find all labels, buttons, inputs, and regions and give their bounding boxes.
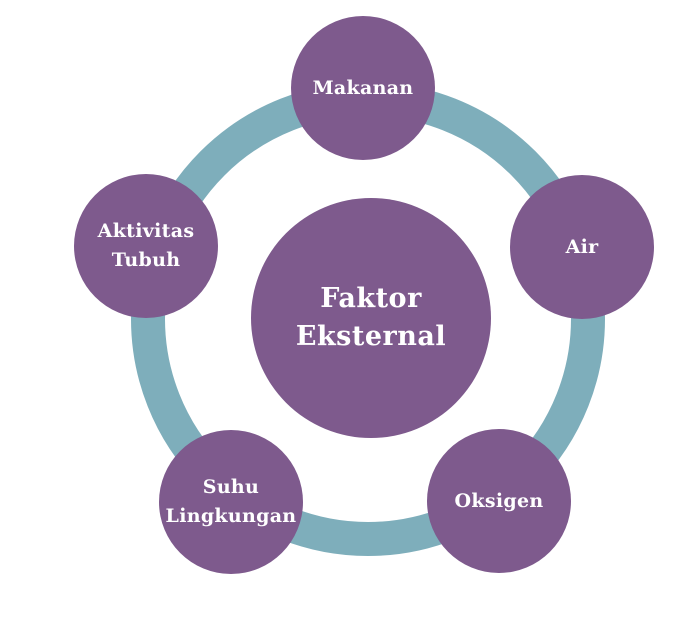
node-air: Air	[510, 175, 654, 319]
node-aktivitas-label-line2: Tubuh	[111, 249, 181, 271]
node-makanan: Makanan	[291, 16, 435, 160]
node-oksigen-label: Oksigen	[454, 489, 544, 512]
center-label-line1: Faktor	[320, 283, 422, 314]
node-aktivitas-tubuh: Aktivitas Tubuh	[74, 174, 218, 318]
center-label: Faktor Eksternal	[296, 280, 446, 356]
center-label-line2: Eksternal	[295, 321, 447, 352]
node-aktivitas-label: Aktivitas Tubuh	[98, 217, 195, 275]
node-aktivitas-label-line1: Aktivitas	[97, 220, 195, 242]
node-air-label: Air	[565, 235, 599, 258]
node-oksigen: Oksigen	[427, 429, 571, 573]
node-suhu-label-line1: Suhu	[202, 476, 260, 498]
node-suhu-lingkungan: Suhu Lingkungan	[159, 430, 303, 574]
center-circle-faktor-eksternal: Faktor Eksternal	[251, 198, 491, 438]
node-makanan-label: Makanan	[312, 76, 414, 99]
node-suhu-label-line2: Lingkungan	[165, 505, 297, 527]
node-suhu-label: Suhu Lingkungan	[166, 473, 297, 531]
